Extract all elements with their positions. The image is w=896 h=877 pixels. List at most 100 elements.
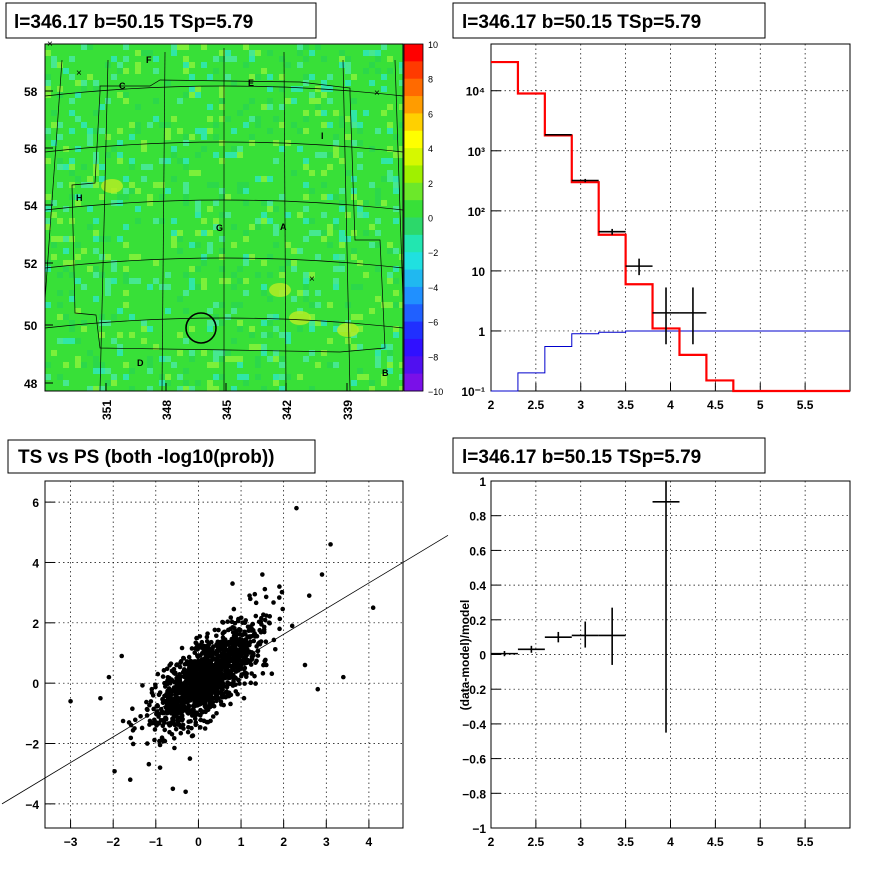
heat-cell <box>201 62 207 68</box>
heat-cell <box>69 326 75 332</box>
heat-cell <box>387 140 393 146</box>
heat-cell <box>339 194 345 200</box>
heat-cell <box>141 302 147 308</box>
heat-cell <box>177 374 183 380</box>
scatter-point <box>205 631 210 636</box>
heat-cell <box>117 344 123 350</box>
heat-cell <box>45 62 51 68</box>
heat-cell <box>135 278 141 284</box>
heat-cell <box>105 254 111 260</box>
heat-cell <box>273 212 279 218</box>
heat-cell <box>159 326 165 332</box>
heat-cell <box>135 68 141 74</box>
heat-cell <box>279 362 285 368</box>
heat-cell <box>189 242 195 248</box>
heat-cell <box>99 284 105 290</box>
heat-cell <box>201 176 207 182</box>
heat-cell <box>249 248 255 254</box>
heat-cell <box>45 74 51 80</box>
heat-cell <box>321 272 327 278</box>
heat-cell <box>357 356 363 362</box>
heat-cell <box>363 194 369 200</box>
heat-cell <box>375 176 381 182</box>
heat-cell <box>135 164 141 170</box>
heat-cell <box>285 134 291 140</box>
heat-cell <box>225 62 231 68</box>
heat-cell <box>351 356 357 362</box>
heat-cell <box>267 134 273 140</box>
heat-cell <box>357 74 363 80</box>
heat-cell <box>135 326 141 332</box>
heat-cell <box>237 110 243 116</box>
heat-cell <box>189 350 195 356</box>
heat-cell <box>225 362 231 368</box>
heat-cell <box>105 260 111 266</box>
heat-cell <box>225 350 231 356</box>
heat-cell <box>309 302 315 308</box>
heat-cell <box>213 194 219 200</box>
heat-cell <box>249 290 255 296</box>
heat-cell <box>357 320 363 326</box>
heat-cell <box>357 278 363 284</box>
heat-cell <box>81 326 87 332</box>
heat-cell <box>351 134 357 140</box>
heat-cell <box>165 104 171 110</box>
heat-cell <box>171 128 177 134</box>
heat-cell <box>351 176 357 182</box>
heat-cell <box>357 194 363 200</box>
heat-cell <box>243 374 249 380</box>
heat-cell <box>117 128 123 134</box>
heat-cell <box>201 104 207 110</box>
heat-cell <box>87 56 93 62</box>
heat-cell <box>237 260 243 266</box>
scatter-point <box>184 682 189 687</box>
heat-cell <box>357 116 363 122</box>
heat-cell <box>93 224 99 230</box>
heat-cell <box>387 188 393 194</box>
heat-cell <box>207 308 213 314</box>
heat-cell <box>249 146 255 152</box>
heat-cell <box>93 350 99 356</box>
heat-cell <box>129 170 135 176</box>
heat-cell <box>327 188 333 194</box>
heat-cell <box>57 182 63 188</box>
heat-cell <box>369 380 375 386</box>
heat-cell <box>195 260 201 266</box>
heat-cell <box>87 80 93 86</box>
heat-cell <box>195 128 201 134</box>
heat-cell <box>255 146 261 152</box>
heat-cell <box>105 356 111 362</box>
heat-cell <box>147 266 153 272</box>
heat-cell <box>51 368 57 374</box>
heat-cell <box>123 242 129 248</box>
heat-cell <box>81 386 87 391</box>
heat-cell <box>93 236 99 242</box>
heat-cell <box>255 338 261 344</box>
scatter-point <box>182 667 187 672</box>
heat-cell <box>81 314 87 320</box>
heat-cell <box>393 176 399 182</box>
heat-cell <box>57 248 63 254</box>
heat-cell <box>153 44 159 50</box>
heat-cell <box>105 230 111 236</box>
heat-cell <box>99 248 105 254</box>
heat-cell <box>57 368 63 374</box>
heat-cell <box>159 74 165 80</box>
heat-cell <box>87 230 93 236</box>
heat-cell <box>345 170 351 176</box>
heat-cell <box>375 50 381 56</box>
heat-cell <box>351 266 357 272</box>
heat-cell <box>357 92 363 98</box>
heat-cell <box>285 296 291 302</box>
heat-cell <box>285 146 291 152</box>
scatter-point <box>156 721 161 726</box>
heat-cell <box>351 242 357 248</box>
heat-cell <box>285 236 291 242</box>
heat-cell <box>87 92 93 98</box>
heat-cell <box>195 50 201 56</box>
heat-cell <box>255 290 261 296</box>
heat-cell <box>63 158 69 164</box>
heat-cell <box>363 50 369 56</box>
heat-cell <box>147 356 153 362</box>
scatter-point <box>240 620 245 625</box>
